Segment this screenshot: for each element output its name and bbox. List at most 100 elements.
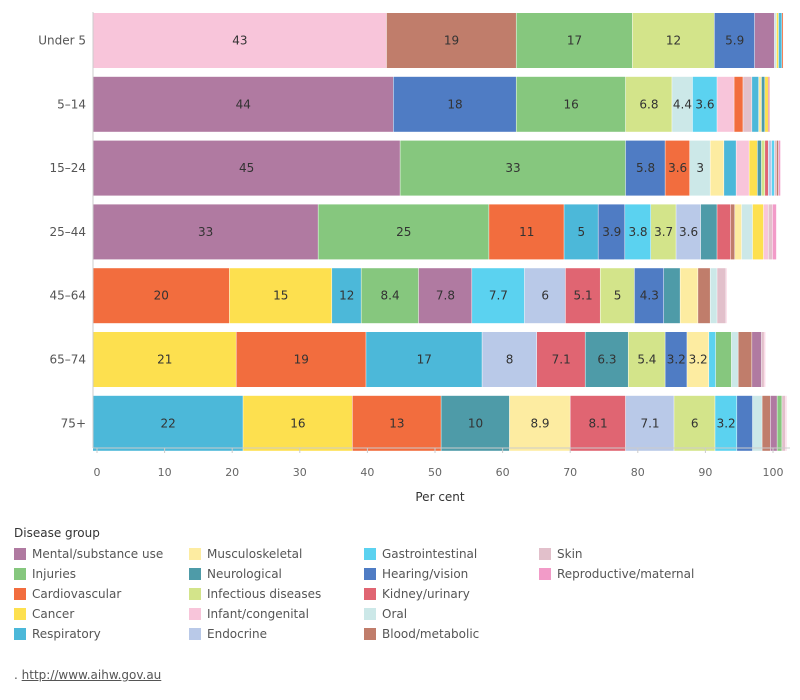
bar-segment-cardiovascular[interactable] <box>734 76 743 132</box>
bar-segment-reproductive-maternal[interactable] <box>778 140 781 196</box>
bar-segment-mental-substance-use[interactable] <box>754 13 775 68</box>
legend-item-mental-substance-use[interactable]: Mental/substance use <box>14 544 189 564</box>
bar-segment-neurological[interactable] <box>757 140 762 196</box>
bar-segment-musculoskeletal[interactable] <box>758 76 762 132</box>
bar-segment-infectious-diseases[interactable] <box>761 140 765 196</box>
bar-segment-musculoskeletal[interactable] <box>710 140 724 196</box>
bar-segment-respiratory[interactable] <box>332 268 361 324</box>
bar-segment-oral[interactable] <box>752 395 762 451</box>
bar-segment-gastrointestinal[interactable] <box>472 268 525 324</box>
bar-segment-infant-congenital[interactable] <box>736 140 749 196</box>
bar-segment-hearing-vision[interactable] <box>598 204 625 260</box>
legend-item-cardiovascular[interactable]: Cardiovascular <box>14 584 189 604</box>
bar-segment-gastrointestinal[interactable] <box>692 76 717 132</box>
bar-segment-hearing-vision[interactable] <box>665 332 687 387</box>
bar-segment-injuries[interactable] <box>777 395 782 451</box>
bar-segment-skin[interactable] <box>743 76 752 132</box>
bar-segment-endocrine[interactable] <box>676 204 701 260</box>
bar-segment-infant-congenital[interactable] <box>717 76 734 132</box>
bar-segment-respiratory[interactable] <box>724 140 736 196</box>
bar-segment-kidney-urinary[interactable] <box>768 76 770 132</box>
bar-segment-respiratory[interactable] <box>778 13 782 68</box>
bar-segment-infant-congenital[interactable] <box>785 395 787 451</box>
bar-segment-mental-substance-use[interactable] <box>752 332 762 387</box>
bar-segment-hearing-vision[interactable] <box>737 395 753 451</box>
bar-segment-injuries[interactable] <box>361 268 419 324</box>
bar-segment-endocrine[interactable] <box>625 395 674 451</box>
bar-segment-kidney-urinary[interactable] <box>570 395 626 451</box>
legend-item-gastrointestinal[interactable]: Gastrointestinal <box>364 544 539 564</box>
legend-item-musculoskeletal[interactable]: Musculoskeletal <box>189 544 364 564</box>
legend-item-blood-metabolic[interactable]: Blood/metabolic <box>364 624 539 644</box>
bar-segment-respiratory[interactable] <box>564 204 598 260</box>
bar-segment-kidney-urinary[interactable] <box>717 204 731 260</box>
bar-segment-neurological[interactable] <box>761 76 765 132</box>
legend-item-endocrine[interactable]: Endocrine <box>189 624 364 644</box>
bar-segment-musculoskeletal[interactable] <box>687 332 709 387</box>
bar-segment-skin[interactable] <box>774 140 777 196</box>
bar-segment-neurological[interactable] <box>441 395 510 451</box>
bar-segment-cancer[interactable] <box>749 140 758 196</box>
legend-item-injuries[interactable]: Injuries <box>14 564 189 584</box>
bar-segment-oral[interactable] <box>710 268 717 324</box>
bar-segment-respiratory[interactable] <box>366 332 482 387</box>
bar-segment-skin[interactable] <box>768 204 773 260</box>
bar-segment-skin[interactable] <box>761 332 764 387</box>
bar-segment-blood-metabolic[interactable] <box>730 204 735 260</box>
legend-item-cancer[interactable]: Cancer <box>14 604 189 624</box>
bar-segment-infant-congenital[interactable] <box>93 13 387 68</box>
bar-segment-cardiovascular[interactable] <box>665 140 690 196</box>
bar-segment-injuries[interactable] <box>318 204 489 260</box>
bar-segment-infectious-diseases[interactable] <box>674 395 715 451</box>
bar-segment-oral[interactable] <box>741 204 753 260</box>
bar-segment-injuries[interactable] <box>715 332 732 387</box>
bar-segment-blood-metabolic[interactable] <box>762 395 771 451</box>
bar-segment-respiratory[interactable] <box>752 76 759 132</box>
bar-segment-neurological[interactable] <box>663 268 680 324</box>
bar-segment-gastrointestinal[interactable] <box>709 332 716 387</box>
bar-segment-kidney-urinary[interactable] <box>765 140 768 196</box>
bar-segment-mental-substance-use[interactable] <box>770 395 777 451</box>
bar-segment-cardiovascular[interactable] <box>489 204 564 260</box>
bar-segment-oral[interactable] <box>689 140 710 196</box>
legend-item-infant-congenital[interactable]: Infant/congenital <box>189 604 364 624</box>
bar-segment-musculoskeletal[interactable] <box>680 268 698 324</box>
bar-segment-injuries[interactable] <box>516 76 626 132</box>
bar-segment-mental-substance-use[interactable] <box>93 204 318 260</box>
bar-segment-hearing-vision[interactable] <box>714 13 755 68</box>
bar-segment-oral[interactable] <box>672 76 693 132</box>
bar-segment-cancer[interactable] <box>93 332 236 387</box>
legend-item-hearing-vision[interactable]: Hearing/vision <box>364 564 539 584</box>
bar-segment-infant-congenital[interactable] <box>726 268 727 324</box>
bar-segment-skin[interactable] <box>782 395 786 451</box>
bar-segment-gastrointestinal[interactable] <box>625 204 651 260</box>
bar-segment-infectious-diseases[interactable] <box>600 268 635 324</box>
legend-item-infectious-diseases[interactable]: Infectious diseases <box>189 584 364 604</box>
bar-segment-infectious-diseases[interactable] <box>651 204 676 260</box>
bar-segment-hearing-vision[interactable] <box>393 76 516 132</box>
bar-segment-mental-substance-use[interactable] <box>93 140 400 196</box>
bar-segment-injuries[interactable] <box>516 13 633 68</box>
bar-segment-infant-congenital[interactable] <box>763 204 768 260</box>
bar-segment-endocrine[interactable] <box>482 332 537 387</box>
bar-segment-infectious-diseases[interactable] <box>628 332 665 387</box>
bar-segment-endocrine[interactable] <box>768 140 772 196</box>
bar-segment-cancer[interactable] <box>229 268 332 324</box>
bar-segment-respiratory[interactable] <box>93 395 243 451</box>
bar-segment-cancer[interactable] <box>765 76 768 132</box>
bar-segment-neurological[interactable] <box>585 332 628 387</box>
legend-item-oral[interactable]: Oral <box>364 604 539 624</box>
bar-segment-cardiovascular[interactable] <box>93 268 230 324</box>
bar-segment-skin[interactable] <box>717 268 726 324</box>
bar-segment-infectious-diseases[interactable] <box>632 13 715 68</box>
bar-segment-oral[interactable] <box>731 332 738 387</box>
bar-segment-kidney-urinary[interactable] <box>565 268 600 324</box>
bar-segment-oral[interactable] <box>774 13 777 68</box>
bar-segment-blood-metabolic[interactable] <box>776 140 779 196</box>
source-link[interactable]: http://www.aihw.gov.au <box>21 668 162 682</box>
bar-segment-reproductive-maternal[interactable] <box>772 204 777 260</box>
bar-segment-endocrine[interactable] <box>524 268 566 324</box>
legend-item-respiratory[interactable]: Respiratory <box>14 624 189 644</box>
bar-segment-musculoskeletal[interactable] <box>735 204 742 260</box>
bar-segment-infant-congenital[interactable] <box>764 332 766 387</box>
